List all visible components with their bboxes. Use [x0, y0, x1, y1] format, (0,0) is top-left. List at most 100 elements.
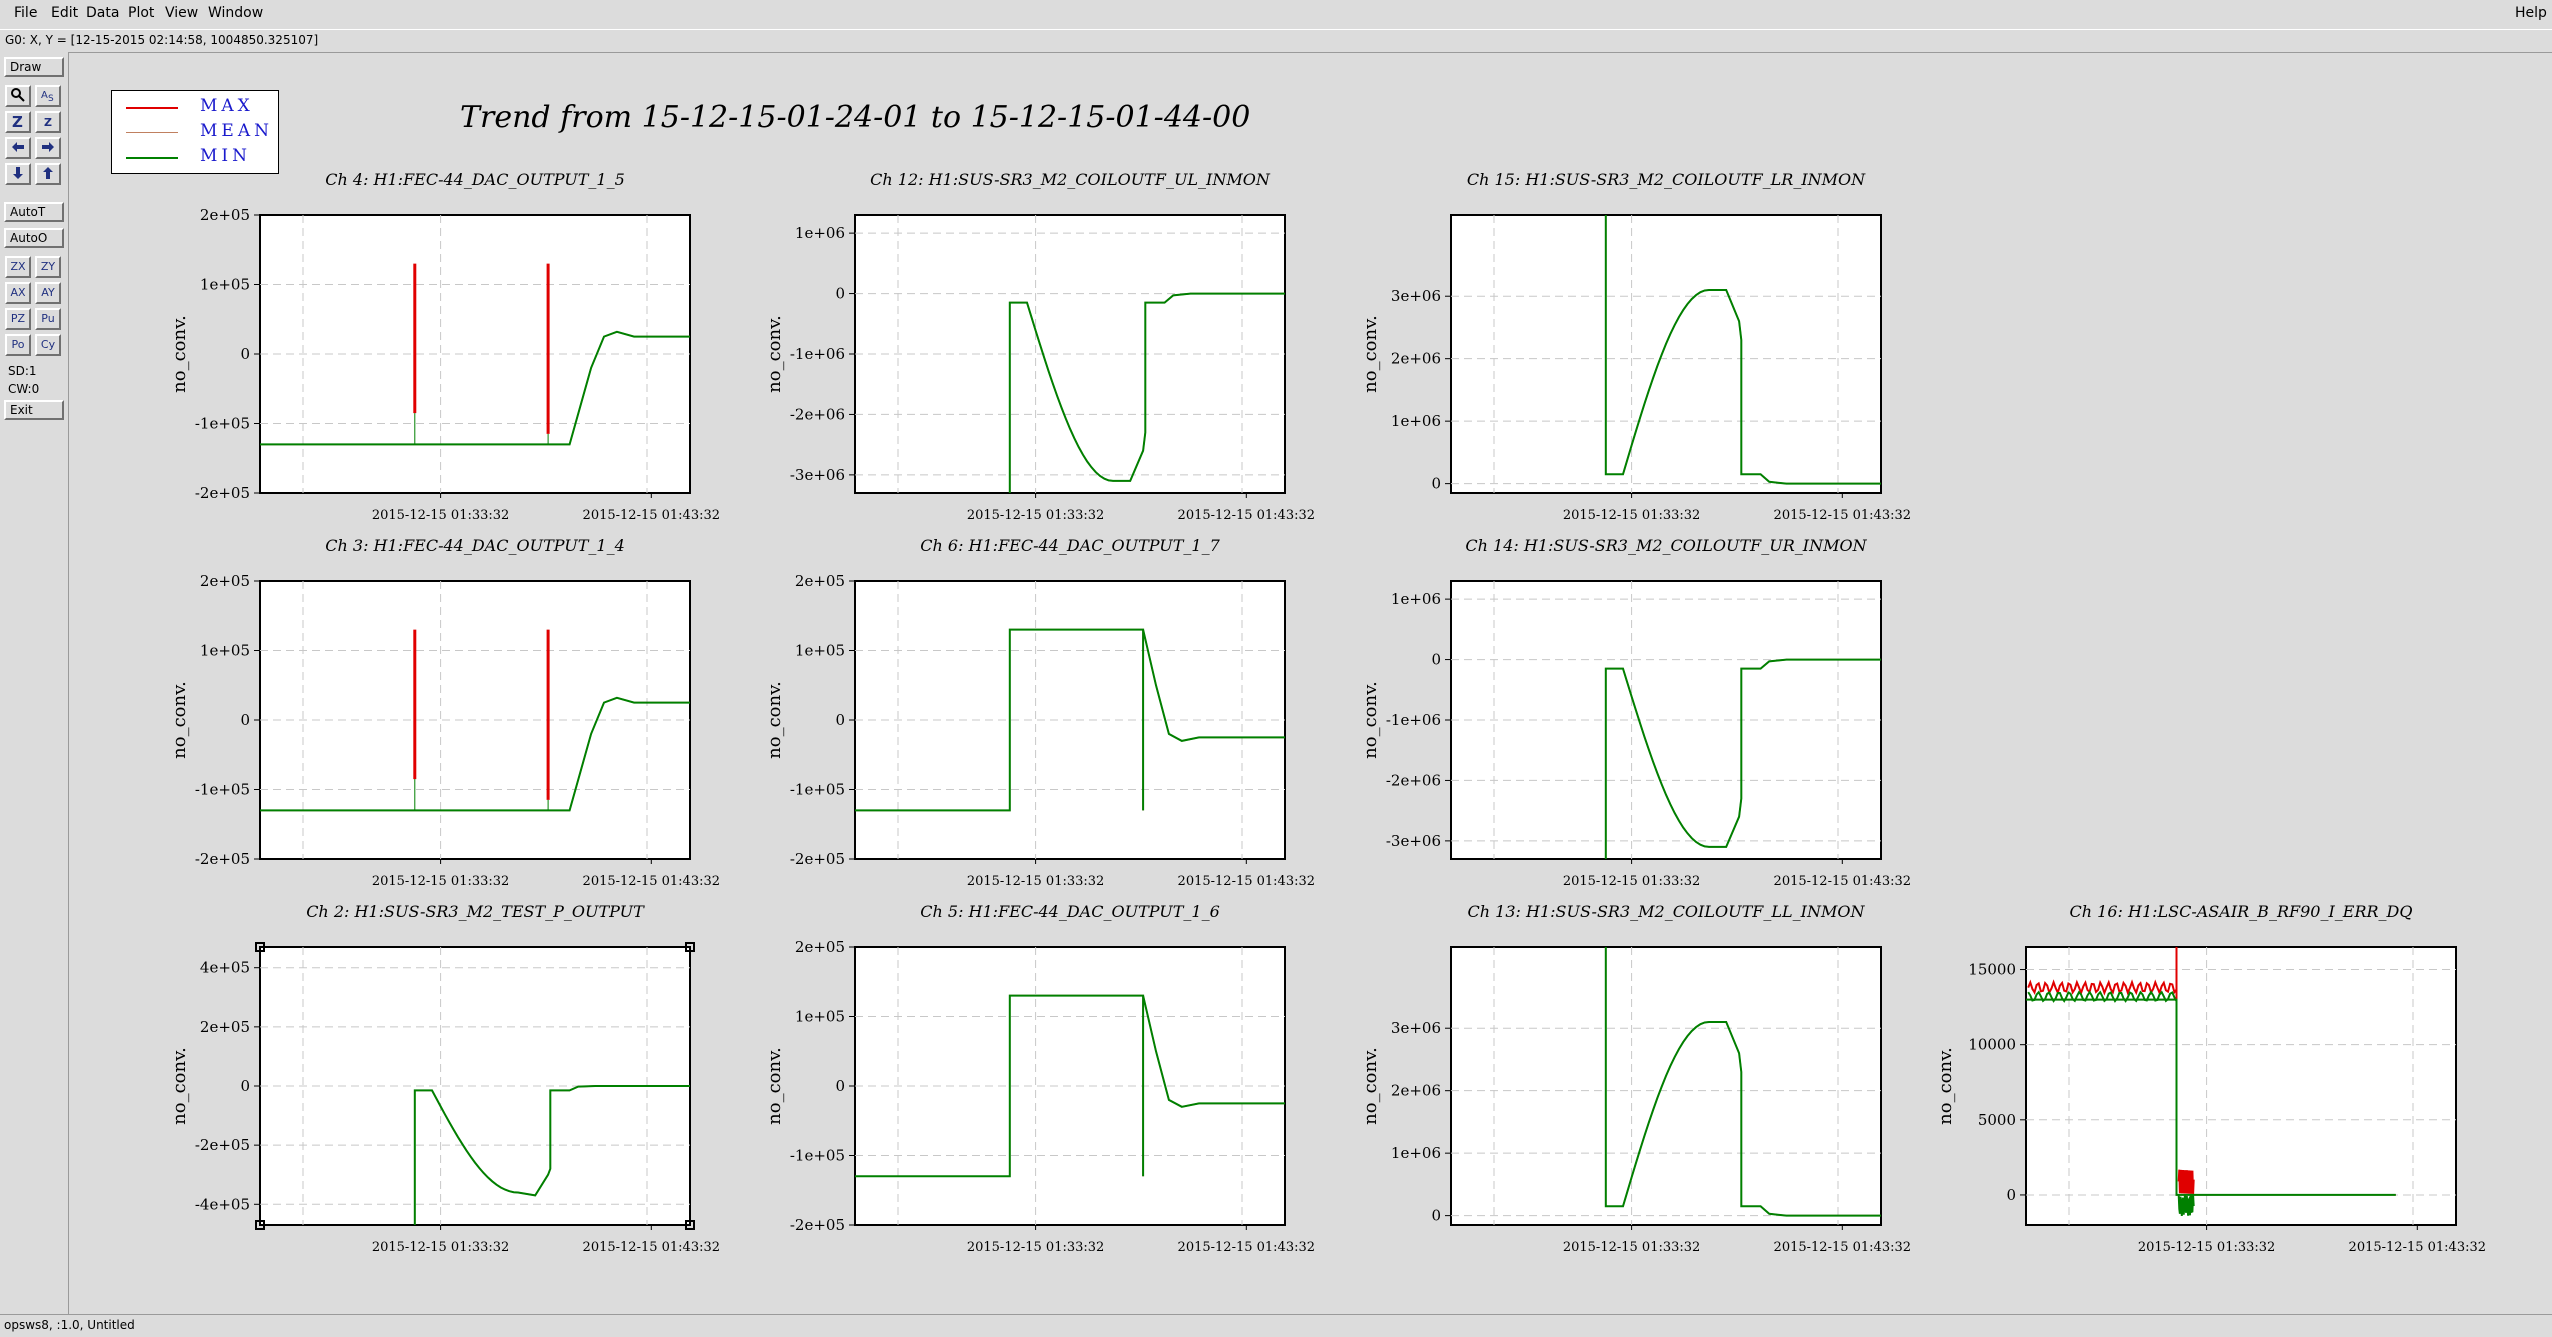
series-min-line — [1604, 215, 1881, 485]
ax-button[interactable]: AX — [5, 282, 31, 304]
x-tick-label: 2015-12-15 01:43:32 — [583, 508, 720, 523]
y-tick-label: 3e+06 — [1391, 287, 1441, 305]
plot-area[interactable] — [1450, 946, 1882, 1226]
selection-handle[interactable] — [255, 942, 265, 952]
selection-handle[interactable] — [255, 1220, 265, 1230]
x-tick-label: 2015-12-15 01:43:32 — [1774, 1240, 1911, 1255]
legend-min-swatch — [126, 157, 178, 159]
arrow-left-icon — [12, 142, 24, 152]
selection-handle[interactable] — [685, 1220, 695, 1230]
chart-title: Ch 15: H1:SUS-SR3_M2_COILOUTF_LR_INMON — [1467, 170, 1866, 189]
x-tick-label: 2015-12-15 01:43:32 — [1774, 874, 1911, 889]
chart-title: Ch 12: H1:SUS-SR3_M2_COILOUTF_UL_INMON — [870, 170, 1271, 189]
y-tick-label: -2e+05 — [195, 484, 250, 502]
zoom-out-y-button[interactable]: Z — [35, 111, 61, 133]
legend-mean-label: MEAN — [200, 121, 273, 141]
menu-file[interactable]: File — [14, 5, 38, 21]
draw-button[interactable]: Draw — [4, 57, 64, 77]
autoo-button[interactable]: AutoO — [4, 228, 64, 248]
x-tick-label: 2015-12-15 01:33:32 — [967, 1240, 1104, 1255]
y-tick-label: 3e+06 — [1391, 1019, 1441, 1037]
cy-button[interactable]: Cy — [35, 334, 61, 356]
y-tick-label: 1e+05 — [200, 276, 250, 294]
x-tick-label: 2015-12-15 01:33:32 — [1563, 1240, 1700, 1255]
chart-title: Ch 4: H1:FEC-44_DAC_OUTPUT_1_5 — [325, 170, 625, 189]
pz-button[interactable]: PZ — [5, 308, 31, 330]
svg-text:Z: Z — [12, 113, 23, 129]
magnifier-icon — [11, 88, 25, 102]
x-tick-label: 2015-12-15 01:33:32 — [2138, 1240, 2275, 1255]
y-tick-label: -1e+05 — [790, 781, 845, 799]
menu-data[interactable]: Data — [86, 5, 120, 21]
pan-up-button[interactable] — [35, 163, 61, 185]
y-tick-label: -3e+06 — [790, 466, 845, 484]
y-tick-label: 2e+05 — [200, 206, 250, 224]
zoom-large-icon: Z — [12, 113, 23, 131]
chart-title: Ch 5: H1:FEC-44_DAC_OUTPUT_1_6 — [920, 902, 1220, 921]
y-axis-label: no_conv. — [764, 315, 785, 393]
svg-text:A: A — [41, 90, 48, 101]
svg-text:S: S — [48, 94, 54, 103]
zoom-in-y-button[interactable]: Z — [5, 111, 31, 133]
x-tick-label: 2015-12-15 01:43:32 — [1178, 874, 1315, 889]
y-tick-label: 1e+06 — [1391, 1144, 1441, 1162]
series-max-line — [2027, 979, 2178, 996]
status-bar: opsws8, :1.0, Untitled — [0, 1314, 2552, 1337]
menu-window[interactable]: Window — [208, 5, 264, 21]
chart-panel: Ch 15: H1:SUS-SR3_M2_COILOUTF_LR_INMON 3e… — [1360, 170, 1911, 523]
status-text: opsws8, :1.0, Untitled — [4, 1318, 135, 1332]
cw-label: CW:0 — [8, 382, 40, 396]
y-axis-label: no_conv. — [1935, 1047, 1956, 1125]
ay-button[interactable]: AY — [35, 282, 61, 304]
y-axis-label: no_conv. — [764, 681, 785, 759]
selection-handle[interactable] — [685, 942, 695, 952]
menu-help[interactable]: Help — [2515, 5, 2547, 21]
legend-max-swatch — [126, 107, 178, 109]
chart-panel: Ch 5: H1:FEC-44_DAC_OUTPUT_1_6 2e+05 1e+05… — [764, 902, 1315, 1255]
menu-plot[interactable]: Plot — [128, 5, 155, 21]
plot-area[interactable] — [2025, 946, 2457, 1226]
chart-title: Ch 3: H1:FEC-44_DAC_OUTPUT_1_4 — [325, 536, 625, 555]
zoom-tool-button[interactable] — [5, 85, 31, 107]
series-max-spike — [2177, 1169, 2195, 1194]
y-tick-label: 0 — [240, 345, 250, 363]
x-tick-label: 2015-12-15 01:33:32 — [372, 508, 509, 523]
zy-button[interactable]: ZY — [35, 256, 61, 278]
pu-button[interactable]: Pu — [35, 308, 61, 330]
series-min-line — [1604, 947, 1881, 1217]
y-tick-label: -1e+05 — [195, 781, 250, 799]
y-tick-label: 0 — [835, 711, 845, 729]
po-button[interactable]: Po — [5, 334, 31, 356]
menu-edit[interactable]: Edit — [51, 5, 79, 21]
arrow-right-icon — [42, 142, 54, 152]
zx-button[interactable]: ZX — [5, 256, 31, 278]
pan-left-button[interactable] — [5, 137, 31, 159]
menu-view[interactable]: View — [165, 5, 199, 21]
y-tick-label: -1e+05 — [790, 1147, 845, 1165]
y-tick-label: -2e+05 — [195, 850, 250, 868]
coordinate-readout: G0: X, Y = [12-15-2015 02:14:58, 1004850… — [5, 33, 319, 47]
plot-area[interactable] — [1450, 214, 1882, 494]
y-tick-label: 2e+05 — [200, 1018, 250, 1036]
x-tick-label: 2015-12-15 01:33:32 — [372, 874, 509, 889]
legend-max-label: MAX — [200, 96, 254, 116]
pan-right-button[interactable] — [35, 137, 61, 159]
y-tick-label: -1e+05 — [195, 415, 250, 433]
chart-title: Ch 14: H1:SUS-SR3_M2_COILOUTF_UR_INMON — [1465, 536, 1867, 555]
autot-button[interactable]: AutoT — [4, 202, 64, 222]
y-tick-label: 1e+05 — [795, 642, 845, 660]
y-tick-label: -2e+06 — [790, 405, 845, 423]
y-tick-label: 2e+06 — [1391, 1082, 1441, 1100]
series-min-line — [260, 330, 690, 446]
exit-button[interactable]: Exit — [4, 400, 64, 420]
y-tick-label: 0 — [835, 1077, 845, 1095]
y-axis-label: no_conv. — [1360, 315, 1381, 393]
y-tick-label: 2e+05 — [795, 572, 845, 590]
y-tick-label: 2e+05 — [200, 572, 250, 590]
y-tick-label: 4e+05 — [200, 959, 250, 977]
pan-down-button[interactable] — [5, 163, 31, 185]
chart-panel: Ch 6: H1:FEC-44_DAC_OUTPUT_1_7 2e+05 1e+05… — [764, 536, 1315, 889]
